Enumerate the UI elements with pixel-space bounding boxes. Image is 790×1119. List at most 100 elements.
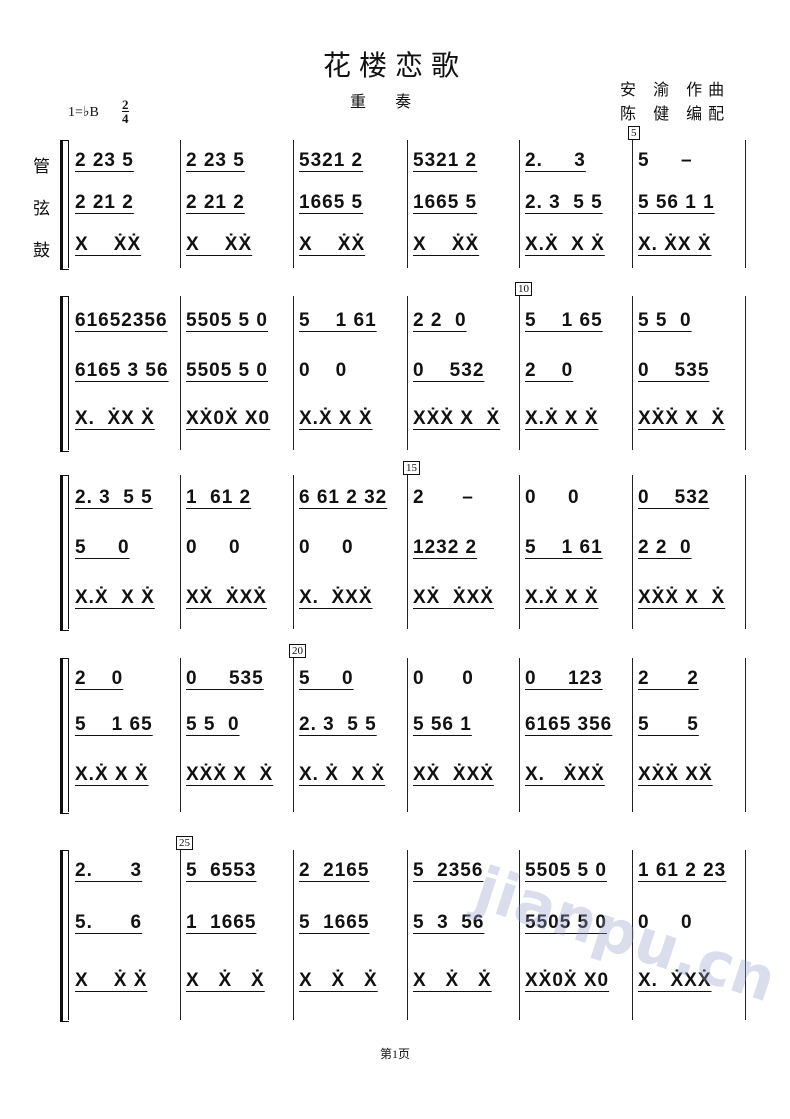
measure-string-notes: 2 21 2 [75, 192, 134, 213]
barline [293, 475, 294, 629]
barline [180, 140, 181, 268]
measure-drum-notes: X Ẋ Ẋ [299, 970, 378, 991]
measure-wind-notes: 5321 2 [299, 150, 364, 171]
measure-wind-notes: 5 1 61 [299, 310, 377, 331]
measure-wind-notes: 5321 2 [413, 150, 478, 171]
rehearsal-mark: 25 [176, 836, 193, 850]
measure-string-notes: 0 532 [413, 360, 485, 381]
measure-drum-notes: X.Ẋ X Ẋ [75, 764, 149, 785]
barline [519, 140, 520, 268]
measure-drum-notes: XẊ ẊXẊ [413, 764, 494, 785]
system-bracket [60, 658, 69, 814]
barline [745, 475, 746, 629]
barline [180, 850, 181, 1020]
barline [745, 140, 746, 268]
measure-drum-notes: X. ẊXẊ [299, 587, 373, 608]
barline [407, 296, 408, 450]
barline [632, 850, 633, 1020]
barline [519, 296, 520, 450]
measure-string-notes: 5 5 [638, 714, 699, 735]
measure-drum-notes: X.Ẋ X Ẋ [525, 408, 599, 429]
measure-drum-notes: X. ẊX Ẋ [638, 234, 712, 255]
system-line [68, 658, 69, 812]
measure-wind-notes: 6 61 2 32 [299, 487, 388, 508]
arranger-credit: 陈 健 编配 [620, 104, 731, 123]
system-bracket [60, 475, 69, 631]
measure-wind-notes: 0 0 [525, 487, 580, 508]
measure-wind-notes: 2 2 0 [413, 310, 467, 331]
measure-string-notes: 6165 356 [525, 714, 613, 735]
system-bracket [60, 850, 69, 1022]
meter-denominator: 4 [122, 111, 129, 126]
measure-drum-notes: X ẊẊ [75, 234, 142, 255]
measure-wind-notes: 2 23 5 [75, 150, 134, 171]
measure-drum-notes: X. Ẋ X Ẋ [299, 764, 386, 785]
measure-drum-notes: XẊ0Ẋ X0 [525, 970, 610, 991]
page-number: 第1页 [379, 1047, 410, 1061]
measure-string-notes: 5 1 65 [75, 714, 153, 735]
measure-string-notes: 2. 3 5 5 [299, 714, 377, 735]
measure-wind-notes: 5 2356 [413, 860, 484, 881]
measure-wind-notes: 61652356 [75, 310, 168, 331]
key-signature: 1=♭B [68, 105, 99, 120]
measure-drum-notes: X Ẋ Ẋ [413, 970, 492, 991]
system-line [68, 296, 69, 450]
measure-drum-notes: XẊẊ X Ẋ [638, 408, 726, 429]
measure-wind-notes: 2. 3 [75, 860, 143, 881]
measure-drum-notes: X ẊẊ [413, 234, 480, 255]
barline [745, 296, 746, 450]
measure-wind-notes: 5 – [638, 150, 693, 171]
measure-wind-notes: 5 0 [299, 668, 354, 689]
system-line [68, 475, 69, 629]
barline [632, 475, 633, 629]
system-bracket [60, 140, 69, 270]
measure-drum-notes: X.Ẋ X Ẋ [525, 587, 599, 608]
system: 管弦鼓 2 23 5 2 21 2 X ẊẊ 2 23 5 2 21 2 X ẊẊ 5321 … [0, 126, 790, 270]
barline [519, 658, 520, 812]
barline [632, 140, 633, 268]
barline [180, 658, 181, 812]
time-signature: 2 4 [122, 98, 129, 125]
system: 2. 3 5 5 5 0 X.Ẋ X Ẋ 1 61 2 0 0 XẊ ẊXẊ 6 61 2 … [0, 461, 790, 631]
measure-wind-notes: 2. 3 5 5 [75, 487, 153, 508]
part-label: 弦 [33, 199, 50, 219]
measure-string-notes: 5505 5 0 [186, 360, 268, 381]
measure-string-notes: 1232 2 [413, 537, 478, 558]
measure-drum-notes: X Ẋ Ẋ [75, 970, 148, 991]
score-title: 花楼恋歌 [322, 49, 467, 82]
system: 2 0 5 1 65 X.Ẋ X Ẋ 0 535 5 5 0 XẊẊ X Ẋ 5 0 2. 3… [0, 644, 790, 814]
measure-wind-notes: 0 123 [525, 668, 603, 689]
measure-string-notes: 5 0 [75, 537, 130, 558]
measure-drum-notes: XẊẊ X Ẋ [186, 764, 274, 785]
barline [293, 296, 294, 450]
measure-string-notes: 5. 6 [75, 912, 143, 933]
measure-string-notes: 5 56 1 [413, 714, 472, 735]
measure-string-notes: 2 0 [525, 360, 574, 381]
measure-wind-notes: 5505 5 0 [186, 310, 268, 331]
measure-string-notes: 1665 5 [413, 192, 478, 213]
measure-drum-notes: X Ẋ Ẋ [186, 970, 265, 991]
barline [519, 475, 520, 629]
rehearsal-mark: 5 [628, 126, 640, 140]
measure-wind-notes: 0 532 [638, 487, 710, 508]
composer-credit: 安 渝 作曲 [620, 80, 731, 99]
meter-numerator: 2 [122, 97, 129, 112]
measure-drum-notes: X ẊẊ [186, 234, 253, 255]
measure-drum-notes: XẊ ẊXẊ [413, 587, 494, 608]
measure-string-notes: 5 1665 [299, 912, 370, 933]
rehearsal-mark: 20 [289, 644, 306, 658]
measure-string-notes: 1 1665 [186, 912, 257, 933]
measure-string-notes: 0 0 [186, 537, 241, 558]
system: 2. 3 5. 6 X Ẋ Ẋ 5 6553 1 1665 X Ẋ Ẋ 2 2165 5 16… [0, 836, 790, 1022]
measure-string-notes: 5 56 1 1 [638, 192, 715, 213]
measure-string-notes: 5505 5 0 [525, 912, 607, 933]
measure-drum-notes: X.Ẋ X Ẋ [525, 234, 605, 255]
measure-wind-notes: 2 23 5 [186, 150, 245, 171]
measure-drum-notes: X.Ẋ X Ẋ [299, 408, 373, 429]
measure-wind-notes: 1 61 2 [186, 487, 252, 508]
score-subtitle: 重 奏 [350, 92, 424, 111]
barline [745, 850, 746, 1020]
measure-wind-notes: 1 61 2 23 [638, 860, 727, 881]
barline [293, 850, 294, 1020]
measure-string-notes: 5 3 56 [413, 912, 485, 933]
